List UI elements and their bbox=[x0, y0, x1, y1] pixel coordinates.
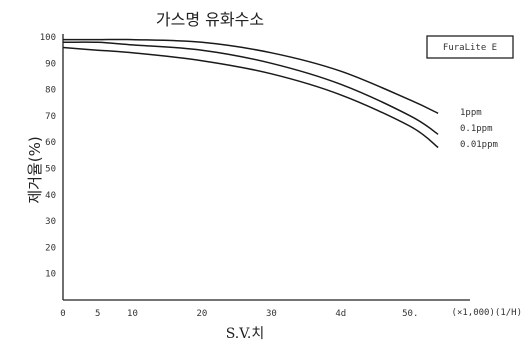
x-tick-label: 30 bbox=[266, 309, 277, 319]
y-tick-label: 80 bbox=[45, 86, 56, 96]
series-lines bbox=[62, 38, 439, 149]
y-tick-label: 10 bbox=[45, 270, 56, 280]
series-legend: 1ppm 0.1ppm 0.01ppm bbox=[460, 108, 498, 150]
y-tick-label: 70 bbox=[45, 112, 56, 122]
chart-title: 가스명 유화수소 bbox=[156, 10, 264, 29]
legend-entry: 1ppm bbox=[460, 108, 482, 118]
x-tick-label: 0 bbox=[60, 309, 65, 319]
legend-box: FuraLite E bbox=[426, 35, 514, 59]
x-tick-label: 20 bbox=[196, 309, 207, 319]
series-line-0 bbox=[63, 38, 439, 114]
x-axis-unit-label: (×1,000)(1/H) bbox=[452, 308, 522, 318]
series-line-2 bbox=[62, 46, 439, 149]
series-line-1 bbox=[62, 41, 439, 135]
x-tick-label: 50. bbox=[402, 309, 418, 319]
x-tick-label: 10 bbox=[127, 309, 138, 319]
y-tick-label: 100 bbox=[40, 33, 56, 43]
y-tick-label: 50 bbox=[45, 165, 56, 175]
y-tick-label: 20 bbox=[45, 243, 56, 253]
x-axis-label: S.V.치 bbox=[226, 326, 265, 342]
y-axis-label: 제거율(%) bbox=[26, 136, 44, 203]
legend-box-frame bbox=[426, 35, 514, 59]
y-tick-label: 90 bbox=[45, 59, 56, 69]
axis-ticks: 0 5 10 20 30 4d 50. 10 20 30 40 50 60 70 80 90 100 bbox=[40, 33, 419, 319]
y-tick-label: 40 bbox=[45, 191, 56, 201]
x-tick-label: 4d bbox=[335, 309, 346, 319]
y-tick-label: 30 bbox=[45, 217, 56, 227]
legend-entry: 0.01ppm bbox=[460, 140, 498, 150]
y-tick-label: 60 bbox=[45, 138, 56, 148]
legend-box-label: FuraLite E bbox=[443, 43, 497, 53]
legend-entry: 0.1ppm bbox=[460, 124, 493, 134]
x-tick-label: 5 bbox=[95, 309, 100, 319]
